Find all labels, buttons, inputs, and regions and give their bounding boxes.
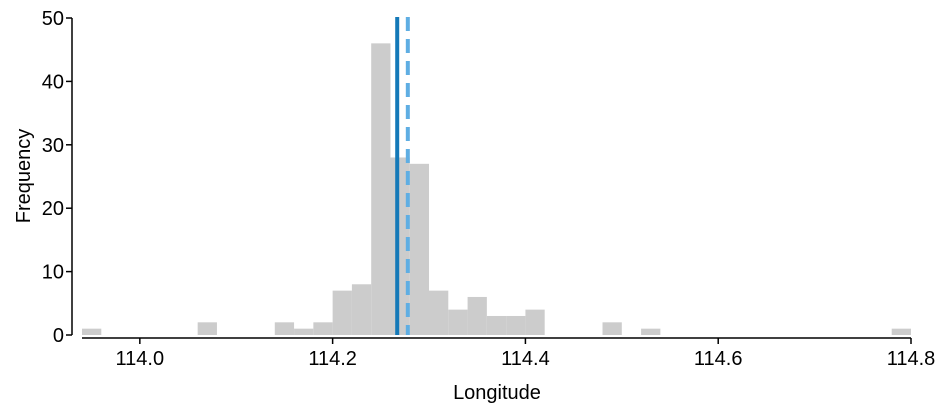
histogram-bar (313, 322, 332, 335)
histogram-bar (410, 164, 429, 335)
x-axis-label: Longitude (453, 382, 541, 404)
histogram-bars (82, 43, 911, 335)
histogram-bar (506, 316, 525, 335)
histogram-bar (448, 310, 467, 335)
histogram-bar (892, 329, 911, 335)
histogram-bar (487, 316, 506, 335)
y-tick-label: 20 (42, 198, 64, 220)
x-tick-label: 114.2 (308, 348, 357, 370)
histogram-bar (333, 291, 352, 335)
histogram-bar (525, 310, 544, 335)
x-tick-label: 114.8 (887, 348, 936, 370)
y-axis-label: Frequency (13, 129, 35, 224)
histogram-bar (429, 291, 448, 335)
histogram-bar (371, 43, 390, 335)
axes: 0 10 20 30 40 50 114.0 114.2 114.4 114.6 114.8 (42, 8, 936, 370)
x-tick-label: 114.6 (694, 348, 743, 370)
histogram-bar (198, 322, 217, 335)
histogram-bar (275, 322, 294, 335)
histogram-bar (294, 329, 313, 335)
y-tick-label: 30 (42, 135, 64, 157)
y-tick-label: 40 (42, 71, 64, 93)
histogram-bar (603, 322, 622, 335)
histogram-bar (82, 329, 101, 335)
y-tick-label: 50 (42, 8, 64, 30)
x-tick-label: 114.4 (501, 348, 550, 370)
y-tick-label: 0 (53, 325, 64, 347)
y-tick-label: 10 (42, 262, 64, 284)
histogram-bar (352, 284, 371, 335)
x-tick-label: 114.0 (116, 348, 165, 370)
histogram-bar (641, 329, 660, 335)
histogram-bar (468, 297, 487, 335)
